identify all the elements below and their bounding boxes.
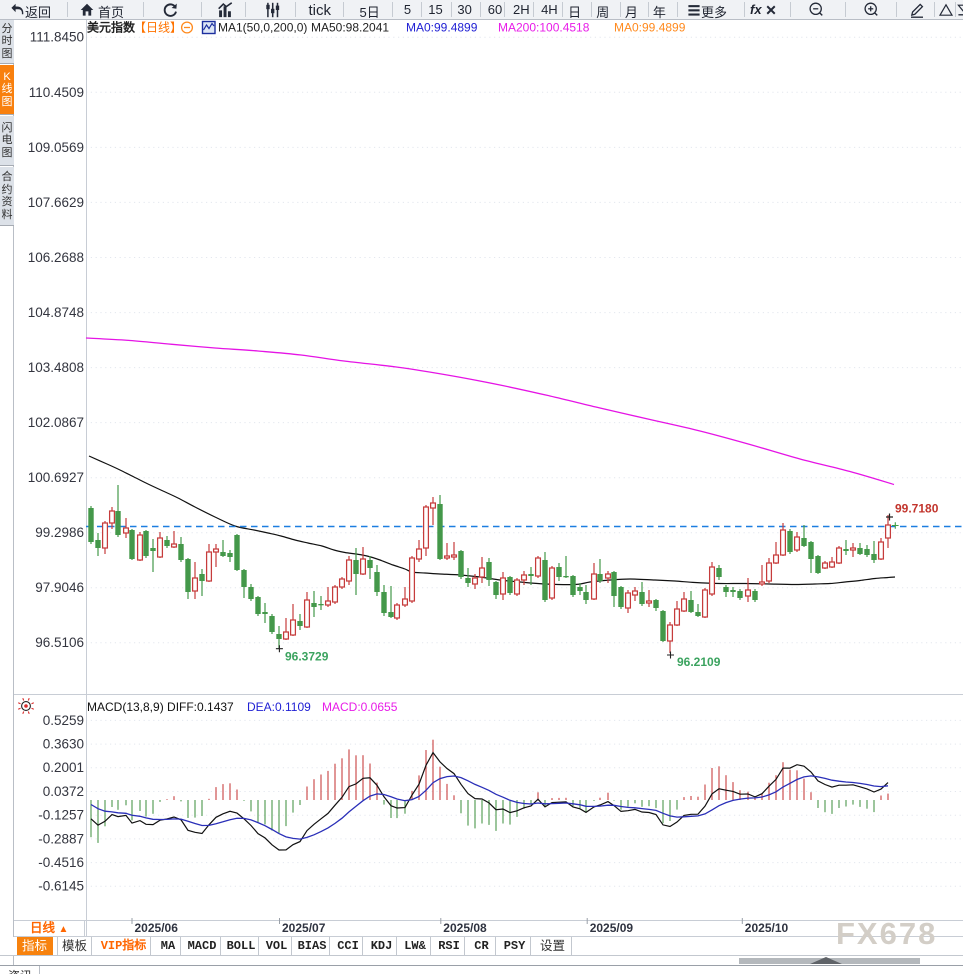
svg-text:99.7180: 99.7180 (895, 502, 939, 516)
svg-text:102.0867: 102.0867 (28, 415, 84, 430)
svg-text:MA0:99.4899: MA0:99.4899 (406, 21, 478, 35)
svg-text:-0.2887: -0.2887 (38, 831, 84, 846)
svg-text:MA200:100.4518: MA200:100.4518 (498, 21, 590, 35)
svg-text:110.4509: 110.4509 (29, 85, 84, 100)
svg-text:0.5259: 0.5259 (43, 713, 84, 728)
svg-text:2025/10: 2025/10 (745, 921, 789, 935)
svg-text:0.2001: 0.2001 (43, 760, 84, 775)
svg-text:-0.1257: -0.1257 (38, 808, 84, 823)
svg-text:DEA:0.1109: DEA:0.1109 (247, 700, 311, 714)
svg-text:美元指数: 美元指数 (87, 20, 136, 35)
svg-text:MA50:98.2041: MA50:98.2041 (311, 21, 389, 35)
svg-text:2025/07: 2025/07 (282, 921, 326, 935)
svg-text:111.8450: 111.8450 (30, 30, 84, 45)
svg-text:2025/08: 2025/08 (443, 921, 487, 935)
svg-text:0.0372: 0.0372 (43, 784, 84, 799)
svg-text:103.4808: 103.4808 (28, 360, 84, 375)
svg-text:96.2109: 96.2109 (677, 655, 721, 669)
svg-text:109.0569: 109.0569 (28, 140, 84, 155)
svg-text:107.6629: 107.6629 (28, 195, 84, 210)
svg-text:-0.4516: -0.4516 (38, 855, 84, 870)
svg-text:106.2688: 106.2688 (28, 250, 84, 265)
svg-text:MA0:99.4899: MA0:99.4899 (614, 21, 686, 35)
svg-text:0.3630: 0.3630 (43, 737, 84, 752)
svg-text:97.9046: 97.9046 (35, 580, 84, 595)
svg-text:MACD(13,8,9) DIFF:0.1437: MACD(13,8,9) DIFF:0.1437 (87, 700, 234, 714)
svg-text:2025/09: 2025/09 (590, 921, 634, 935)
svg-text:99.2986: 99.2986 (35, 525, 84, 540)
svg-text:96.3729: 96.3729 (285, 650, 329, 664)
svg-text:MA1(50,0,200,0): MA1(50,0,200,0) (218, 21, 307, 35)
svg-text:-0.6145: -0.6145 (38, 879, 84, 894)
svg-text:96.5106: 96.5106 (35, 635, 84, 650)
svg-text:MACD:0.0655: MACD:0.0655 (322, 700, 398, 714)
svg-text:2025/06: 2025/06 (135, 921, 179, 935)
svg-text:100.6927: 100.6927 (28, 470, 84, 485)
svg-text:【日线】: 【日线】 (134, 21, 182, 35)
svg-text:104.8748: 104.8748 (28, 305, 84, 320)
